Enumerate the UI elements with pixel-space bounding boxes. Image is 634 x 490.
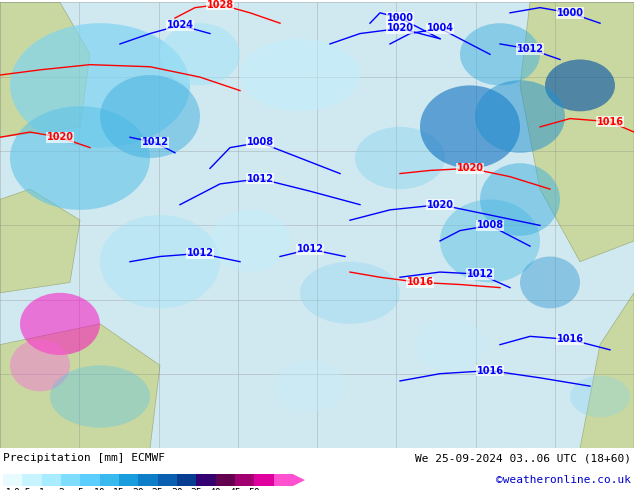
Bar: [235, 474, 254, 486]
Ellipse shape: [50, 366, 150, 428]
Text: ©weatheronline.co.uk: ©weatheronline.co.uk: [496, 475, 631, 485]
Text: 1012: 1012: [141, 137, 169, 147]
Text: 30: 30: [171, 488, 183, 490]
Bar: [138, 474, 158, 486]
Ellipse shape: [415, 318, 485, 370]
Text: 1016: 1016: [597, 117, 623, 127]
Ellipse shape: [160, 23, 240, 85]
Text: 35: 35: [190, 488, 202, 490]
Bar: [254, 474, 274, 486]
Ellipse shape: [460, 23, 540, 85]
Ellipse shape: [420, 85, 520, 169]
Text: 40: 40: [210, 488, 221, 490]
Bar: [81, 474, 100, 486]
Polygon shape: [0, 2, 90, 137]
Text: 1004: 1004: [427, 24, 453, 33]
Text: 50: 50: [249, 488, 260, 490]
Ellipse shape: [210, 210, 290, 272]
Text: 45: 45: [229, 488, 241, 490]
Text: 1008: 1008: [247, 137, 273, 147]
Bar: [22, 474, 42, 486]
Ellipse shape: [275, 360, 345, 412]
Text: 15: 15: [113, 488, 125, 490]
Ellipse shape: [10, 106, 150, 210]
Polygon shape: [580, 293, 634, 448]
Polygon shape: [0, 324, 160, 448]
Text: 1020: 1020: [427, 199, 453, 210]
Text: 1028: 1028: [207, 0, 233, 9]
Text: 5: 5: [77, 488, 83, 490]
Text: 1012: 1012: [297, 244, 323, 254]
Ellipse shape: [20, 293, 100, 355]
Polygon shape: [293, 474, 305, 486]
Bar: [158, 474, 177, 486]
Bar: [216, 474, 235, 486]
Ellipse shape: [355, 127, 445, 189]
Ellipse shape: [545, 59, 615, 111]
Text: 2: 2: [58, 488, 64, 490]
Text: 1012: 1012: [517, 44, 543, 54]
Ellipse shape: [480, 163, 560, 236]
Bar: [177, 474, 197, 486]
Ellipse shape: [475, 80, 565, 153]
Ellipse shape: [300, 262, 400, 324]
Text: 10: 10: [94, 488, 105, 490]
Polygon shape: [0, 189, 80, 293]
Text: 1016: 1016: [477, 366, 503, 375]
Text: 20: 20: [133, 488, 144, 490]
Bar: [197, 474, 216, 486]
Bar: [61, 474, 81, 486]
Text: 1000: 1000: [387, 13, 413, 23]
Bar: [100, 474, 119, 486]
Ellipse shape: [10, 23, 190, 147]
Polygon shape: [520, 2, 634, 262]
Ellipse shape: [100, 215, 220, 308]
Text: 1000: 1000: [557, 8, 583, 18]
Ellipse shape: [10, 340, 70, 392]
Text: 1008: 1008: [476, 220, 503, 230]
Text: 1020: 1020: [456, 163, 484, 173]
Ellipse shape: [520, 256, 580, 308]
Text: 1016: 1016: [406, 277, 434, 288]
Ellipse shape: [100, 75, 200, 158]
Text: We 25-09-2024 03..06 UTC (18+60): We 25-09-2024 03..06 UTC (18+60): [415, 453, 631, 463]
Text: 1012: 1012: [186, 248, 214, 258]
Text: 25: 25: [152, 488, 164, 490]
Bar: [274, 474, 293, 486]
Ellipse shape: [240, 39, 360, 111]
Text: 1: 1: [39, 488, 44, 490]
Text: 1012: 1012: [247, 174, 273, 184]
Text: Precipitation [mm] ECMWF: Precipitation [mm] ECMWF: [3, 453, 165, 463]
Text: 1020: 1020: [46, 132, 74, 142]
Text: 0.5: 0.5: [13, 488, 31, 490]
Ellipse shape: [570, 376, 630, 417]
Text: 1020: 1020: [387, 24, 413, 33]
Bar: [42, 474, 61, 486]
Ellipse shape: [440, 199, 540, 282]
Bar: [119, 474, 138, 486]
Text: 0.1: 0.1: [0, 488, 12, 490]
Text: 1016: 1016: [557, 335, 583, 344]
Text: 1024: 1024: [167, 20, 193, 30]
Bar: [3, 474, 22, 486]
Text: 1012: 1012: [467, 269, 493, 279]
